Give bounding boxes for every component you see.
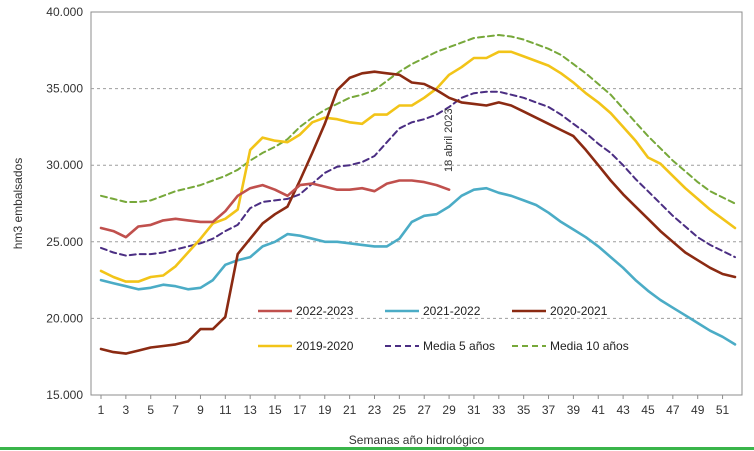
x-tick-label: 17 xyxy=(293,403,307,417)
y-tick-label: 25.000 xyxy=(46,235,83,249)
x-tick-label: 51 xyxy=(716,403,730,417)
series-media-10-anos-legend-label: Media 10 años xyxy=(550,339,629,353)
x-tick-label: 35 xyxy=(517,403,531,417)
series-2020-2021-legend-label: 2020-2021 xyxy=(550,304,608,318)
x-tick-label: 41 xyxy=(592,403,606,417)
x-tick-label: 25 xyxy=(393,403,407,417)
x-tick-label: 47 xyxy=(666,403,680,417)
x-tick-label: 13 xyxy=(243,403,257,417)
x-tick-label: 43 xyxy=(616,403,630,417)
x-tick-label: 45 xyxy=(641,403,655,417)
plot-area xyxy=(90,11,743,396)
x-tick-label: 7 xyxy=(172,403,179,417)
x-tick-label: 15 xyxy=(268,403,282,417)
x-tick-label: 19 xyxy=(318,403,332,417)
y-tick-label: 35.000 xyxy=(46,82,83,96)
series-2020-2021-line xyxy=(99,70,737,355)
y-tick-label: 40.000 xyxy=(46,5,83,19)
series-2019-2020-legend-label: 2019-2020 xyxy=(296,339,354,353)
series-media-10-anos-line xyxy=(100,34,736,205)
annotation-18-abril-2023: 18 abril 2023 xyxy=(443,108,455,172)
x-axis-label: Semanas año hidrológico xyxy=(349,433,485,447)
y-axis-label: hm3 embalsados xyxy=(11,158,25,249)
series-media-5-anos-line xyxy=(100,90,736,259)
series-2021-2022-line xyxy=(99,186,737,346)
series-media-5-anos-legend-label: Media 5 años xyxy=(423,339,495,353)
x-tick-label: 3 xyxy=(123,403,130,417)
x-tick-label: 23 xyxy=(368,403,382,417)
x-tick-label: 29 xyxy=(442,403,456,417)
x-tick-label: 5 xyxy=(147,403,154,417)
x-tick-label: 31 xyxy=(467,403,481,417)
x-tick-label: 33 xyxy=(492,403,506,417)
bottom-rule xyxy=(0,447,754,450)
y-tick-label: 20.000 xyxy=(46,311,83,325)
series-2022-2023-line xyxy=(99,179,451,239)
series-2022-2023-legend-label: 2022-2023 xyxy=(296,304,354,318)
x-tick-label: 27 xyxy=(418,403,432,417)
x-tick-label: 21 xyxy=(343,403,357,417)
y-tick-label: 30.000 xyxy=(46,158,83,172)
x-tick-label: 39 xyxy=(567,403,581,417)
x-tick-label: 1 xyxy=(98,403,105,417)
x-tick-label: 37 xyxy=(542,403,556,417)
x-tick-label: 11 xyxy=(219,403,232,417)
x-tick-label: 9 xyxy=(197,403,204,417)
series-2021-2022-legend-label: 2021-2022 xyxy=(423,304,481,318)
y-tick-label: 15.000 xyxy=(46,388,83,402)
x-tick-label: 49 xyxy=(691,403,705,417)
series-2019-2020-line xyxy=(99,50,737,283)
